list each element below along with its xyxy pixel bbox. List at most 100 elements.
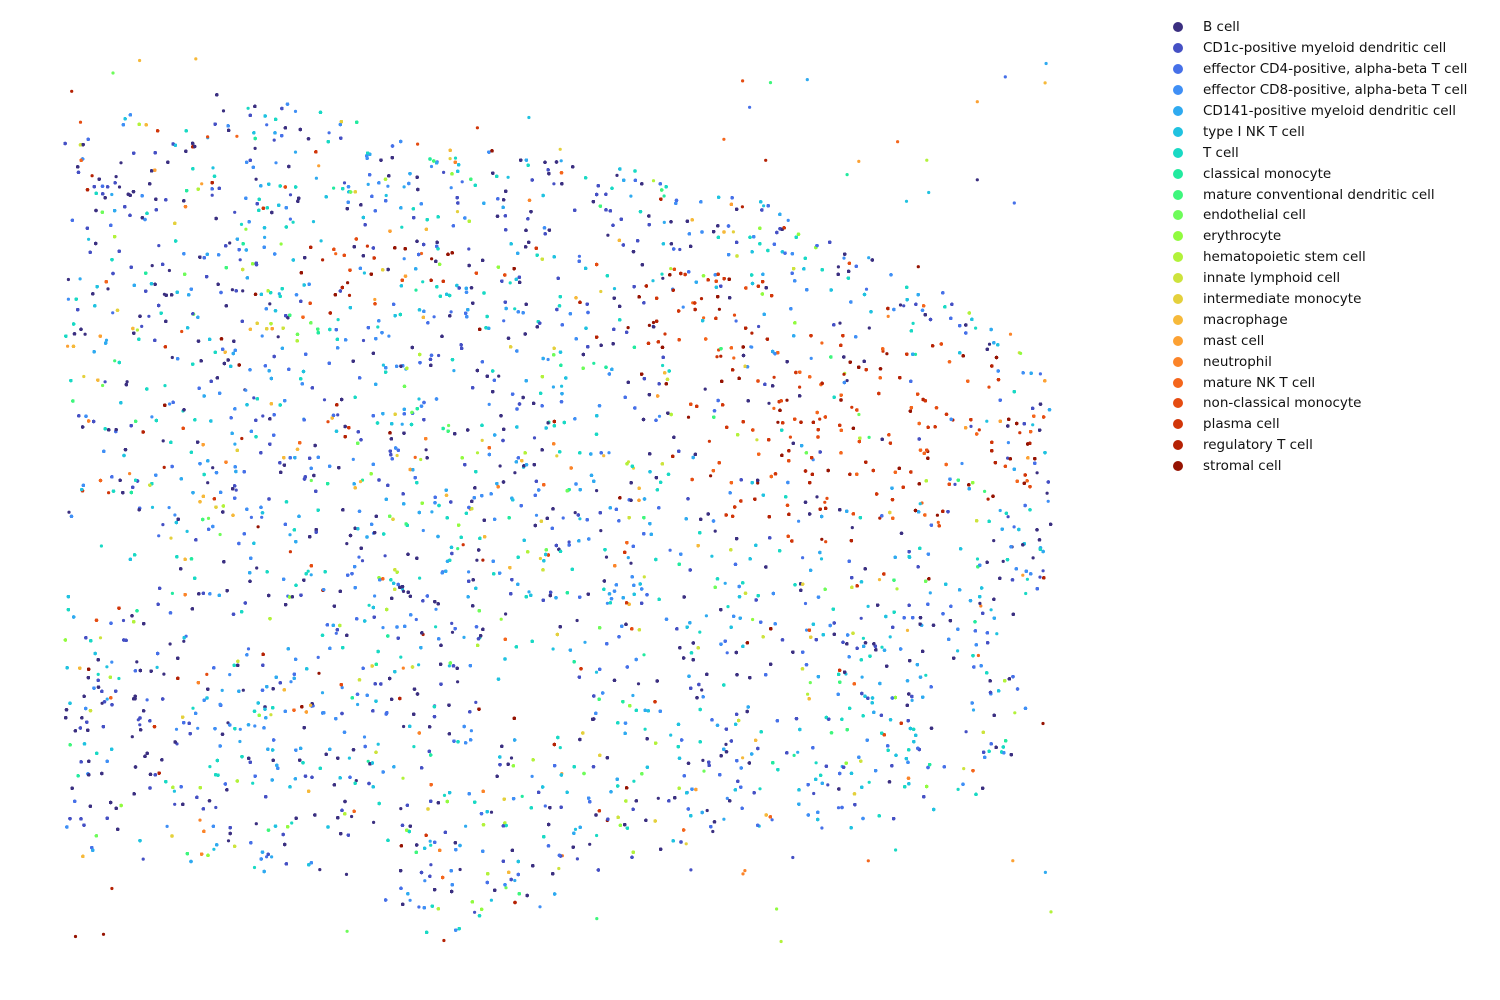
scatter-point [314, 176, 318, 180]
scatter-point [413, 455, 417, 459]
scatter-point [434, 625, 438, 629]
scatter-point [647, 323, 652, 327]
scatter-point [354, 779, 358, 783]
scatter-point [681, 305, 685, 309]
scatter-point [796, 750, 800, 754]
scatter-point [786, 218, 790, 222]
scatter-point [772, 406, 776, 410]
scatter-point [103, 380, 107, 384]
scatter-point [235, 134, 239, 138]
scatter-point [66, 297, 70, 301]
scatter-point [429, 863, 433, 867]
scatter-point [233, 442, 237, 446]
scatter-point [320, 691, 325, 695]
scatter-point [560, 384, 564, 388]
scatter-point [277, 292, 281, 296]
scatter-point [246, 647, 251, 651]
scatter-point [935, 513, 940, 517]
scatter-point [172, 789, 176, 793]
scatter-point [979, 604, 983, 608]
scatter-point [141, 857, 145, 861]
scatter-point [992, 539, 996, 543]
scatter-point [464, 824, 468, 828]
scatter-point [326, 420, 330, 424]
scatter-point [356, 702, 360, 707]
scatter-point [626, 326, 630, 330]
scatter-point [170, 355, 174, 360]
scatter-point [206, 516, 211, 521]
scatter-point [238, 739, 242, 744]
scatter-point [447, 423, 451, 428]
scatter-point [924, 673, 928, 677]
scatter-point [437, 353, 441, 358]
scatter-point [808, 681, 812, 685]
scatter-point [121, 618, 126, 623]
scatter-point [336, 413, 340, 417]
scatter-point [249, 515, 253, 520]
scatter-point [1038, 575, 1042, 579]
scatter-point [351, 457, 355, 461]
scatter-point [513, 471, 517, 475]
scatter-point [776, 420, 780, 424]
scatter-point [602, 454, 606, 458]
scatter-point [319, 239, 323, 243]
scatter-point [274, 161, 278, 165]
scatter-point [678, 247, 682, 252]
scatter-point [978, 601, 982, 606]
scatter-point [798, 385, 802, 389]
scatter-point [256, 525, 260, 529]
scatter-point [551, 647, 555, 651]
scatter-point [200, 182, 204, 186]
scatter-point [756, 481, 760, 485]
scatter-point [962, 767, 966, 771]
scatter-point [605, 601, 610, 605]
scatter-point [498, 464, 502, 468]
scatter-point [66, 344, 70, 348]
scatter-point [253, 146, 257, 150]
scatter-point [447, 664, 451, 668]
scatter-point [803, 601, 808, 606]
scatter-point [989, 608, 993, 612]
scatter-point [467, 247, 471, 251]
scatter-point [347, 756, 351, 760]
scatter-point [211, 166, 215, 170]
scatter-point [360, 559, 365, 563]
scatter-point [499, 617, 503, 621]
scatter-point [788, 435, 793, 439]
scatter-point [244, 227, 248, 231]
scatter-point [508, 281, 512, 285]
scatter-point [969, 424, 973, 428]
scatter-point [504, 886, 508, 890]
scatter-point [792, 753, 796, 758]
scatter-point [886, 314, 890, 318]
scatter-point [1046, 499, 1050, 503]
scatter-point [293, 109, 298, 113]
scatter-point [162, 672, 166, 676]
scatter-point [289, 680, 293, 684]
scatter-point [594, 670, 599, 674]
scatter-point [636, 682, 641, 686]
scatter-point [480, 438, 484, 442]
scatter-point [704, 614, 709, 618]
scatter-point [449, 186, 453, 190]
scatter-point [365, 244, 369, 248]
scatter-point [334, 252, 338, 256]
scatter-point [449, 310, 453, 314]
scatter-point [212, 847, 216, 851]
scatter-point [836, 806, 841, 810]
scatter-point [265, 855, 269, 859]
scatter-point [288, 550, 292, 554]
scatter-plot [63, 57, 1053, 944]
scatter-point [797, 519, 801, 523]
scatter-point [180, 329, 184, 334]
scatter-point [138, 723, 142, 727]
scatter-point [975, 557, 980, 561]
scatter-point [321, 258, 325, 262]
scatter-point [456, 547, 460, 551]
scatter-point [902, 304, 906, 308]
scatter-point [824, 540, 828, 544]
scatter-point [128, 472, 132, 476]
scatter-point [182, 639, 186, 643]
scatter-point [226, 721, 230, 725]
scatter-point [198, 818, 202, 822]
